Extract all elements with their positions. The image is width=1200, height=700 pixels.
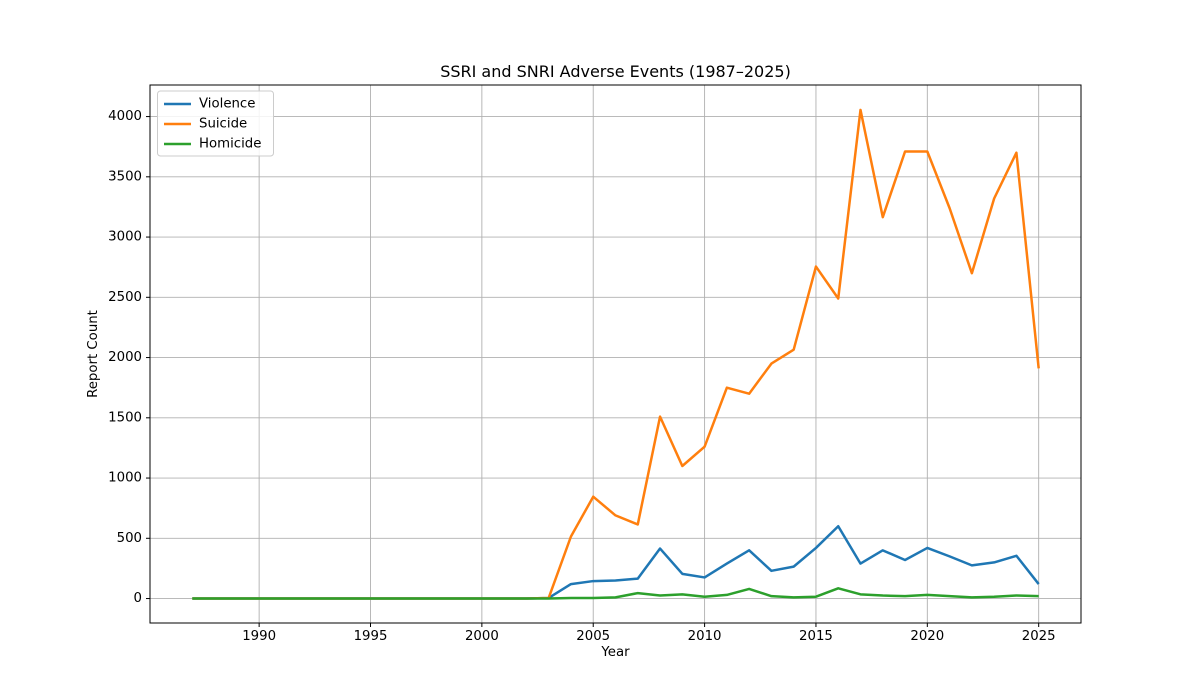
y-tick-label: 500 — [117, 531, 142, 546]
y-axis-label: Report Count — [86, 310, 101, 398]
series-line-homicide — [192, 587, 1039, 600]
chart-title: SSRI and SNRI Adverse Events (1987–2025) — [440, 62, 791, 81]
y-tick-label: 3000 — [108, 230, 142, 245]
legend-label-violence: Violence — [199, 97, 255, 112]
series-layer — [192, 108, 1040, 600]
y-tick-label: 4000 — [108, 109, 142, 124]
legend: Violence Suicide Homicide — [157, 90, 274, 157]
x-tick-label: 2010 — [688, 629, 722, 644]
x-tick-label: 2020 — [910, 629, 944, 644]
y-tick-label: 1000 — [108, 471, 142, 486]
series-line-suicide — [192, 108, 1040, 600]
y-tick-label: 0 — [134, 591, 142, 606]
x-tick-label: 2000 — [465, 629, 499, 644]
y-tick-label: 3500 — [108, 169, 142, 184]
x-tick-label: 2005 — [576, 629, 610, 644]
x-tick-label: 1990 — [242, 629, 276, 644]
y-tick-label: 1500 — [108, 410, 142, 425]
x-axis-label: Year — [600, 645, 630, 660]
y-tick-label: 2000 — [108, 350, 142, 365]
legend-label-homicide: Homicide — [199, 137, 261, 152]
series-line-violence — [192, 524, 1040, 600]
x-tick-label: 1995 — [354, 629, 388, 644]
x-tick-label: 2025 — [1022, 629, 1056, 644]
y-tick-label: 2500 — [108, 290, 142, 305]
legend-label-suicide: Suicide — [199, 117, 247, 132]
grid-layer — [150, 85, 1081, 623]
legend-box — [157, 90, 274, 157]
x-tick-label: 2015 — [799, 629, 833, 644]
plot-border — [149, 84, 1082, 624]
axes-layer: 1990 1995 2000 2005 2010 2015 2020 2025 0 500 1000… — [108, 84, 1082, 644]
